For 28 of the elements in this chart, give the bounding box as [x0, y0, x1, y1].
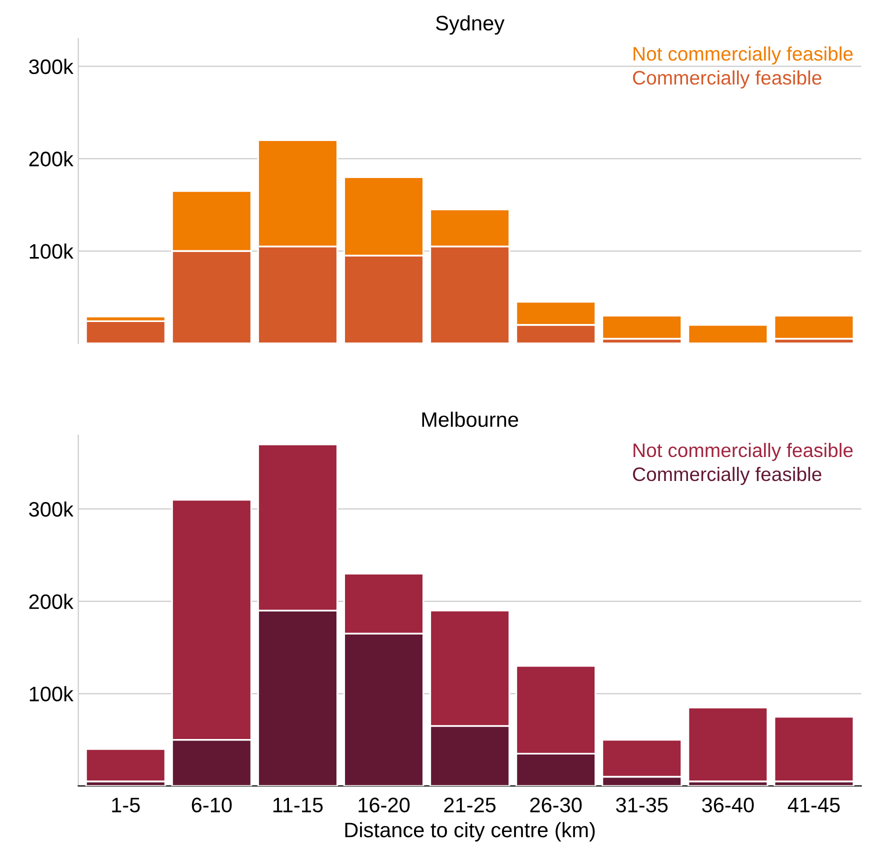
y-tick-label: 100k: [30, 243, 74, 259]
y-tick-label: 300k: [29, 501, 74, 517]
x-tick-label: 41-45: [788, 798, 840, 812]
bar: [601, 314, 682, 340]
chart-title: Melbourne: [422, 412, 518, 427]
x-tick-label: 36-40: [702, 798, 754, 812]
y-tick-label: 200k: [29, 594, 74, 610]
text: Commercially feasible: [633, 466, 822, 485]
y-tick-label: 300k: [29, 58, 74, 74]
x-tick-label: 16-20: [358, 798, 410, 812]
x-tick-label: 21-25: [444, 798, 496, 812]
x-axis-title: Distance to city centre (km): [345, 822, 595, 842]
x-tick-label: 11-15: [273, 798, 323, 812]
x-tick-label: 1-5: [112, 798, 140, 812]
text: Not commercially feasible: [634, 46, 853, 65]
text: Not commercially feasible: [634, 442, 853, 462]
x-tick-label: 26-30: [530, 798, 582, 812]
y-tick-label: 200k: [29, 151, 74, 166]
text: Commercially feasible: [633, 70, 822, 89]
chart-title: Sydney: [436, 15, 505, 35]
bar: [688, 324, 768, 344]
bar: [688, 706, 768, 782]
x-tick-label: 31-35: [616, 798, 668, 812]
x-tick-label: 6-10: [192, 798, 232, 812]
bar: [85, 748, 166, 782]
y-tick-label: 100k: [30, 686, 74, 702]
bar: [774, 716, 854, 782]
bar: [774, 314, 854, 340]
